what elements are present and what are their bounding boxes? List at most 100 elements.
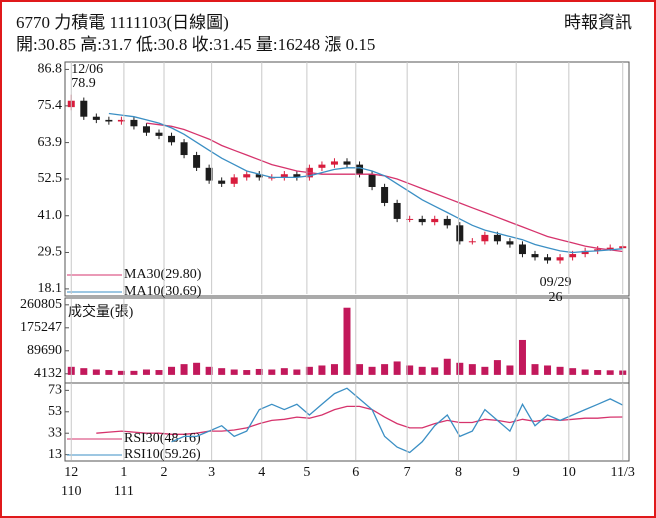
price-frame	[64, 61, 630, 297]
candle-body	[569, 254, 577, 258]
volume-bar	[205, 366, 213, 375]
candle-body	[105, 119, 113, 122]
quote: 開:30.85 高:31.7 低:30.8 收:31.45 量:16248 漲 …	[16, 35, 375, 54]
volume-bar	[305, 366, 313, 375]
candle-body	[443, 218, 451, 226]
volume-bar	[142, 369, 150, 375]
candle-body	[130, 119, 138, 127]
y-tick-label: 41.0	[38, 208, 63, 223]
volume-bar	[594, 370, 602, 375]
x-year-label: 110	[61, 484, 81, 499]
annotation-date: 12/06	[71, 62, 103, 77]
x-tick-label: 4	[258, 465, 265, 480]
candle-body	[280, 174, 288, 178]
annotation-value: 78.9	[71, 76, 96, 91]
legend-label: RSI10(59.26)	[124, 447, 201, 462]
y-tick-label: 13	[48, 447, 62, 462]
chart-title: 6770 力積電 1111103(日線圖)	[16, 13, 229, 32]
annotation-date: 09/29	[540, 275, 572, 290]
x-tick-label: 5	[303, 465, 310, 480]
x-tick-label: 8	[455, 465, 462, 480]
volume-bar	[493, 360, 501, 375]
rsi-line	[96, 405, 623, 435]
legend-label: RSI30(48.16)	[124, 431, 201, 446]
volume-bar	[330, 364, 338, 375]
volume-bar	[606, 370, 614, 375]
candle-body	[293, 174, 301, 178]
y-tick-label: 53	[48, 404, 62, 419]
volume-bar	[180, 364, 188, 375]
candle-body	[456, 225, 464, 242]
volume-bar	[92, 369, 100, 375]
x-tick-label: 2	[161, 465, 168, 480]
candle-body	[155, 132, 163, 136]
volume-bar	[130, 370, 138, 375]
annotation-value: 26	[549, 290, 563, 305]
volume-bar	[168, 366, 176, 375]
candle-body	[255, 174, 263, 178]
candle-body	[606, 247, 614, 250]
volume-bar	[544, 365, 552, 375]
candle-body	[80, 100, 88, 117]
source: 時報資訊	[564, 13, 632, 32]
candle-body	[393, 202, 401, 219]
candle-body	[218, 180, 226, 184]
legend-label: MA10(30.69)	[124, 284, 202, 299]
volume-bar	[431, 367, 439, 375]
volume-bar	[381, 364, 389, 375]
candle-body	[92, 116, 100, 120]
candle-body	[330, 161, 338, 165]
candle-body	[518, 244, 526, 255]
ma-line	[108, 112, 623, 254]
volume-bar	[155, 370, 163, 375]
candle-body	[594, 249, 602, 251]
volume-bar	[80, 368, 88, 375]
y-tick-label: 33	[48, 425, 62, 440]
rsi-frame	[64, 382, 630, 462]
candle-body	[493, 234, 501, 242]
volume-bar	[468, 364, 476, 375]
candle-body	[418, 218, 426, 223]
candle-body	[243, 174, 251, 178]
volume-bar	[280, 368, 288, 375]
candle-body	[168, 135, 176, 143]
volume-bar	[268, 369, 276, 375]
x-tick-label: 10	[562, 465, 576, 480]
volume-bar	[556, 366, 564, 375]
candle-body	[381, 186, 389, 203]
candle-body	[205, 167, 213, 181]
candle-body	[431, 218, 439, 223]
candle-body	[406, 218, 414, 220]
candle-body	[318, 164, 326, 168]
volume-bar	[406, 365, 414, 375]
volume-bar	[418, 366, 426, 375]
x-tick-label: 11/3	[611, 465, 635, 480]
volume-bar	[343, 307, 351, 375]
volume-bar	[581, 369, 589, 375]
candle-body	[356, 164, 364, 175]
candle-body	[481, 234, 489, 242]
volume-title: 成交量(張)	[68, 303, 134, 320]
y-tick-label: 260805	[20, 297, 62, 312]
y-tick-label: 89690	[27, 343, 62, 358]
y-tick-label: 75.4	[38, 98, 63, 113]
volume-bar	[318, 365, 326, 375]
volume-bar	[506, 365, 514, 375]
y-tick-label: 175247	[20, 320, 62, 335]
volume-bar	[356, 364, 364, 375]
legend-label: MA30(29.80)	[124, 267, 202, 282]
volume-bar	[293, 369, 301, 375]
y-tick-label: 18.1	[38, 281, 63, 296]
y-tick-label: 29.5	[38, 245, 63, 260]
x-tick-label: 6	[352, 465, 359, 480]
volume-bar	[518, 339, 526, 375]
volume-bar	[456, 362, 464, 375]
x-tick-label: 12	[64, 465, 78, 480]
candle-body	[117, 119, 125, 122]
y-tick-label: 63.9	[38, 135, 63, 150]
x-tick-label: 9	[513, 465, 520, 480]
volume-bar	[117, 370, 125, 375]
volume-bar	[105, 370, 113, 375]
candle-body	[180, 142, 188, 156]
